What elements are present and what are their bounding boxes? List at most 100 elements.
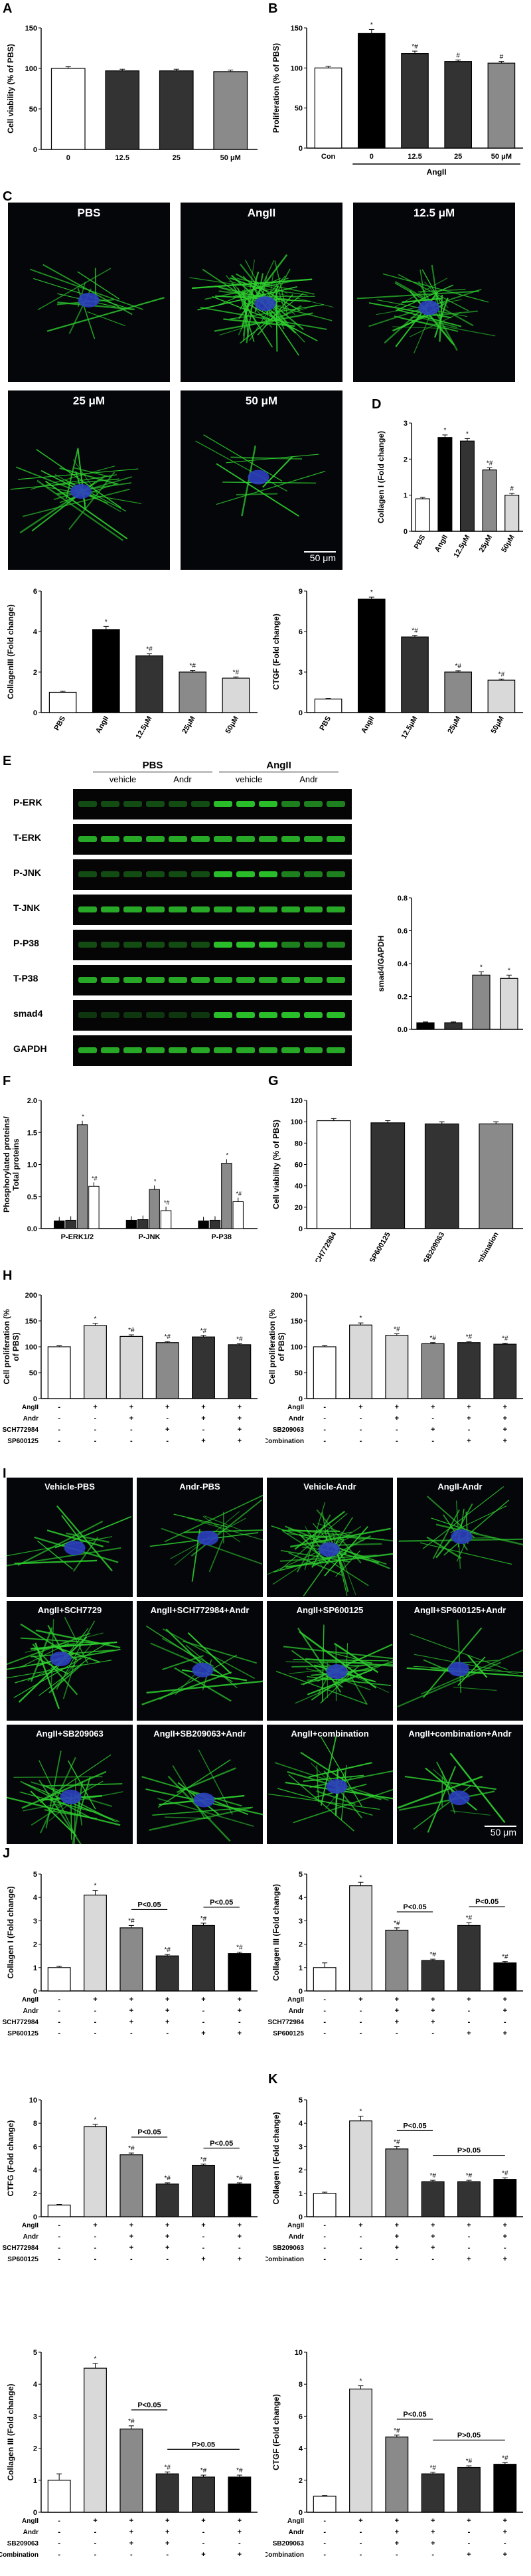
treatment-sign: + bbox=[201, 2029, 205, 2037]
y-tick-label: 4 bbox=[299, 2120, 303, 2128]
actin-fiber bbox=[236, 493, 278, 495]
treatment-sign: - bbox=[468, 2233, 471, 2241]
blot-band bbox=[123, 836, 142, 842]
nucleus bbox=[326, 1664, 348, 1679]
blot-band bbox=[236, 1012, 255, 1018]
treatment-sign: - bbox=[94, 1426, 97, 1434]
x-category-label: PBS bbox=[318, 715, 333, 732]
blot-band bbox=[281, 801, 300, 807]
nucleus bbox=[50, 1651, 72, 1666]
significance-mark: # bbox=[500, 54, 504, 61]
actin-fiber bbox=[13, 1776, 103, 1778]
treatment-sign: - bbox=[94, 2255, 97, 2263]
y-tick-label: 8 bbox=[33, 2120, 37, 2128]
significance-mark: * bbox=[443, 427, 446, 434]
blot-band bbox=[78, 836, 97, 842]
actin-fiber bbox=[57, 301, 135, 311]
fluorescent-cell bbox=[30, 264, 165, 339]
significance-mark: *# bbox=[189, 663, 196, 670]
blot-band bbox=[78, 977, 97, 983]
x-category-label: 25μM bbox=[446, 715, 462, 735]
actin-fiber bbox=[320, 1736, 362, 1807]
y-tick-label: 5 bbox=[33, 1871, 37, 1879]
micrograph-i: Andr-PBS bbox=[137, 1478, 263, 1597]
treatment-sign: - bbox=[468, 2244, 471, 2252]
actin-fiber bbox=[187, 1632, 232, 1674]
bar bbox=[198, 1220, 209, 1229]
treatment-sign: + bbox=[129, 2018, 133, 2026]
actin-fiber bbox=[43, 1783, 123, 1787]
treatment-sign: - bbox=[468, 2007, 471, 2015]
micrograph-caption: AngII+combination bbox=[291, 1729, 369, 1739]
blot-bands bbox=[78, 801, 345, 807]
blot-band bbox=[281, 1047, 300, 1053]
blot-band bbox=[101, 906, 119, 912]
actin-fiber bbox=[275, 283, 286, 312]
treatment-row-label: Combination bbox=[0, 2551, 38, 2559]
treatment-sign: + bbox=[201, 2551, 205, 2559]
micrograph-caption: AngII+SB209063 bbox=[36, 1729, 104, 1739]
actin-fiber bbox=[37, 1540, 74, 1570]
treatment-sign: + bbox=[395, 2007, 399, 2015]
blot-band bbox=[146, 1012, 165, 1018]
actin-fiber bbox=[307, 1675, 392, 1686]
micrograph-i: AngII+SP600125 bbox=[267, 1601, 393, 1721]
y-tick-label: 5 bbox=[33, 2349, 37, 2357]
actin-fiber bbox=[18, 1636, 88, 1703]
treatment-sign: + bbox=[93, 2221, 97, 2229]
chart-g-cell-viability: 0 20 40 60 80 100 120 Cell viability (% of PBS)… bbox=[271, 1097, 523, 1262]
significance-mark: *# bbox=[394, 1326, 400, 1333]
actin-fiber bbox=[293, 1788, 393, 1824]
y-tick-label: 150 bbox=[25, 25, 37, 33]
treatment-sign: - bbox=[323, 1426, 326, 1434]
significance-mark: * bbox=[94, 1883, 97, 1890]
actin-fiber bbox=[423, 1627, 483, 1698]
actin-fiber bbox=[214, 312, 313, 332]
blot-band bbox=[214, 906, 232, 912]
significance-mark: * bbox=[82, 1114, 84, 1120]
blot-band bbox=[169, 942, 187, 948]
blot-band bbox=[327, 1047, 345, 1053]
actin-fiber bbox=[241, 272, 260, 327]
x-category-label: 25μM bbox=[181, 715, 196, 735]
p-value-label: P<0.05 bbox=[403, 2411, 426, 2419]
treatment-sign: + bbox=[431, 2539, 435, 2547]
y-axis-label: Collagen I (Fold change) bbox=[6, 1886, 15, 1978]
bar bbox=[316, 1120, 351, 1229]
y-tick-label: 0.0 bbox=[27, 1225, 37, 1233]
micrograph-i: Vehicle-Andr bbox=[267, 1478, 393, 1597]
significance-mark: *# bbox=[128, 1917, 135, 1925]
y-tick-label: 3 bbox=[404, 420, 408, 428]
treatment-sign: - bbox=[94, 2018, 97, 2026]
actin-fiber bbox=[173, 1513, 228, 1527]
significance-mark: *# bbox=[502, 1335, 508, 1343]
significance-mark: * bbox=[105, 618, 108, 626]
actin-fiber bbox=[449, 1753, 506, 1824]
treatment-sign: + bbox=[201, 1437, 205, 1445]
bar bbox=[421, 2473, 445, 2513]
x-category-label: SB209063 bbox=[422, 1231, 446, 1262]
treatment-sign: - bbox=[130, 2255, 133, 2263]
fluorescent-cell bbox=[7, 1616, 121, 1709]
treatment-sign: - bbox=[58, 2244, 60, 2252]
bar bbox=[457, 2466, 481, 2513]
blot-group-angii: AngII bbox=[266, 760, 291, 771]
bar bbox=[47, 2204, 71, 2217]
blot-bands bbox=[78, 1047, 345, 1053]
actin-fiber bbox=[62, 1656, 78, 1699]
chart-f-phosphorylated: 0.0 0.5 1.0 1.5 2.0 Phosphorylated proteins/T… bbox=[2, 1097, 258, 1241]
actin-fiber bbox=[262, 456, 293, 488]
blot-band bbox=[259, 977, 277, 983]
treatment-sign: - bbox=[58, 2018, 60, 2026]
lane-label: Andr bbox=[299, 774, 318, 784]
actin-fiber bbox=[280, 1550, 350, 1563]
y-axis-label: CollagenIII (Fold change) bbox=[6, 604, 15, 699]
micrograph-caption: AngII+SP600125 bbox=[296, 1605, 364, 1615]
actin-fiber bbox=[38, 1779, 82, 1844]
bar bbox=[504, 495, 520, 532]
treatment-sign: - bbox=[202, 2528, 205, 2536]
treatment-row-label: SP600125 bbox=[7, 2256, 38, 2263]
treatment-sign: + bbox=[467, 2517, 471, 2525]
y-tick-label: 100 bbox=[291, 1118, 303, 1126]
significance-mark: *# bbox=[200, 1915, 207, 1923]
